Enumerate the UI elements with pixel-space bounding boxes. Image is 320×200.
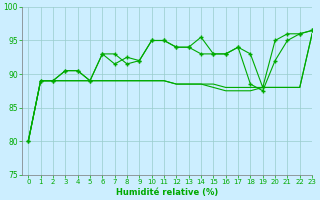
X-axis label: Humidité relative (%): Humidité relative (%) — [116, 188, 218, 197]
